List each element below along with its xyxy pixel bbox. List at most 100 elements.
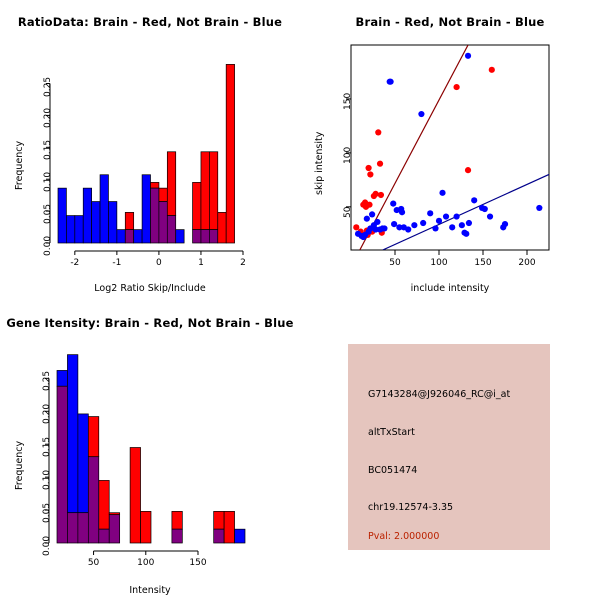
scatter-point (453, 213, 460, 220)
panel-gene-intensity-histogram: Gene Itensity: Brain - Red, Not Brain - … (0, 300, 300, 600)
histogram-bar (66, 215, 76, 244)
histogram-bar-overlap (166, 215, 177, 244)
info-locus: chr19.12574-3.35 (368, 502, 454, 513)
histogram-bar (98, 480, 110, 530)
ratio-hist-title: RatioData: Brain - Red, Not Brain - Blue (17, 15, 283, 29)
y-tick-label: 50 (343, 206, 353, 218)
histogram-bar (141, 174, 151, 244)
x-tick-label: 50 (389, 258, 401, 268)
histogram-bar-overlap (158, 201, 168, 244)
scatter-point (488, 66, 495, 73)
y-tick-label: 0.25 (42, 371, 52, 392)
scatter-xlabel: include intensity (410, 283, 490, 294)
x-tick-label: 50 (87, 558, 100, 568)
x-tick-label: 150 (474, 258, 492, 268)
histogram-bar-overlap (200, 229, 210, 244)
plot-frame (350, 44, 550, 251)
histogram-bar (166, 151, 177, 216)
scatter-point (465, 219, 473, 227)
scatter-point (365, 164, 372, 172)
histogram-bar (217, 212, 227, 244)
histogram-bar (140, 511, 152, 544)
y-tick-label: 0.20 (42, 404, 52, 425)
scatter-point (405, 226, 412, 233)
scatter-point (418, 110, 425, 118)
scatter-point (501, 221, 509, 228)
histogram-bar-overlap (209, 229, 219, 244)
scatter-point (536, 204, 543, 212)
scatter-point (353, 224, 360, 231)
x-tick-label: 150 (189, 558, 207, 568)
histogram-bar-overlap (192, 229, 202, 244)
y-tick-label: 0.00 (43, 235, 53, 256)
y-tick-label: 150 (343, 92, 353, 110)
scatter-point (374, 218, 381, 226)
y-tick-label: 0.10 (43, 172, 53, 193)
panel-ratio-histogram: RatioData: Brain - Red, Not Brain - Blue… (0, 0, 300, 300)
y-tick-label: 0.15 (43, 140, 53, 161)
scatter-svg (346, 44, 550, 255)
regression-line-not-brain-fit (382, 173, 549, 250)
histogram-bar (223, 511, 235, 544)
scatter-point (427, 210, 434, 217)
info-accession: BC051474 (368, 465, 418, 476)
scatter-point (471, 197, 478, 204)
histogram-bar-overlap (56, 385, 68, 544)
gene-hist-title: Gene Itensity: Brain - Red, Not Brain - … (6, 316, 294, 330)
gene-hist-svg (45, 354, 246, 555)
histogram-bar (77, 413, 89, 514)
histogram-bar-overlap (124, 229, 135, 244)
scatter-point (366, 201, 373, 208)
histogram-bar (150, 182, 160, 189)
scatter-point (367, 171, 374, 178)
scatter-point (369, 211, 376, 218)
histogram-bar (82, 187, 92, 244)
scatter-point (464, 167, 472, 174)
scatter-point (372, 190, 379, 197)
histogram-bar-overlap (150, 187, 160, 244)
panel-intensity-scatter: Brain - Red, Not Brain - Blue include in… (300, 0, 600, 300)
scatter-point (439, 189, 446, 196)
y-tick-label: 0.05 (43, 204, 53, 225)
info-background: G7143284@J926046_RC@i_at altTxStart BC05… (348, 344, 550, 550)
histogram-bar (133, 229, 143, 244)
scatter-point (375, 129, 382, 136)
histogram-bar (192, 182, 202, 230)
scatter-point (398, 209, 406, 216)
scatter-point (442, 213, 450, 220)
histogram-bar-overlap (87, 456, 100, 544)
histogram-bar-overlap (213, 528, 225, 544)
y-tick-label: 100 (343, 146, 353, 164)
histogram-bar (108, 201, 118, 244)
scatter-point (387, 78, 394, 85)
histogram-bar-overlap (98, 528, 110, 544)
scatter-point (377, 191, 385, 199)
histogram-bar (158, 187, 168, 202)
histogram-bar (116, 229, 126, 244)
scatter-point (458, 222, 465, 229)
histogram-bar (87, 416, 100, 458)
y-tick-label: 0.00 (42, 535, 52, 556)
scatter-point (432, 225, 439, 232)
histogram-bar (91, 201, 101, 244)
scatter-point (464, 52, 472, 59)
histogram-bar (175, 229, 185, 244)
y-tick-label: 0.05 (42, 503, 52, 524)
scatter-point (481, 205, 488, 213)
scatter-point (435, 217, 443, 224)
x-tick-label: -1 (112, 258, 122, 268)
histogram-bar (234, 528, 246, 544)
scatter-point (372, 226, 379, 233)
scatter-point (411, 222, 418, 229)
x-tick-label: 200 (518, 258, 536, 268)
histogram-bar (171, 511, 183, 530)
x-tick-label: -2 (70, 258, 80, 268)
histogram-bar (213, 511, 225, 530)
scatter-point (420, 219, 427, 227)
x-tick-label: 100 (137, 558, 155, 568)
scatter-ylabel: skip intensity (314, 131, 325, 195)
histogram-bar-overlap (171, 528, 183, 544)
histogram-bar-overlap (67, 512, 79, 544)
histogram-bar-overlap (77, 512, 89, 544)
